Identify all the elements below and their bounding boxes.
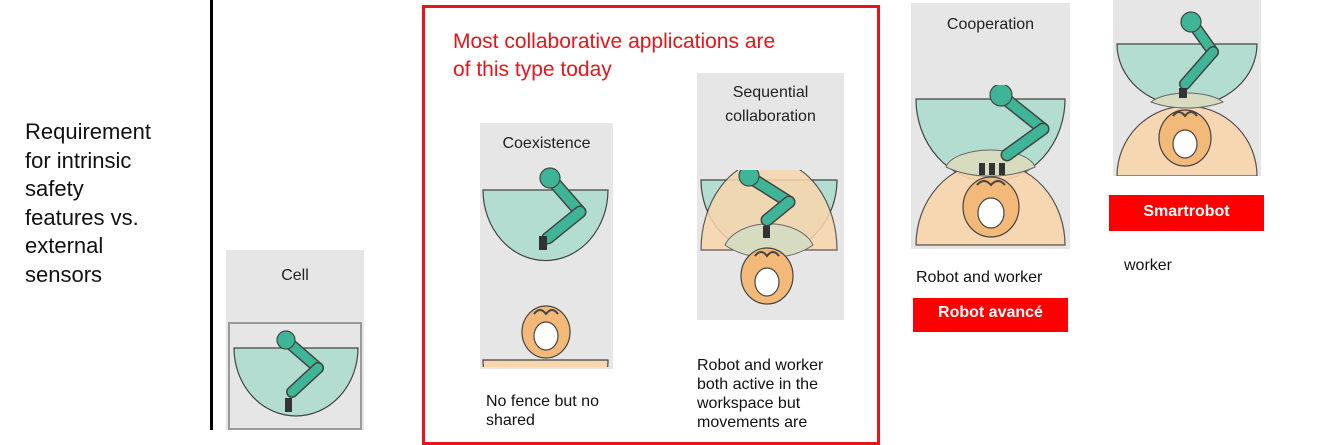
requirement-line: safety (25, 176, 84, 201)
caption-line: shared (486, 412, 535, 429)
responsive-caption: worker (1124, 257, 1173, 274)
worker-hands (976, 180, 1006, 187)
caption-line: Robot and worker (697, 357, 824, 374)
requirement-line: external (25, 233, 104, 258)
smartrobot-badge: Smartrobot (1109, 195, 1264, 231)
caption-line: workspace but (697, 395, 801, 412)
worker-head (754, 267, 780, 297)
worker-hands (1172, 111, 1198, 118)
robot-base (738, 170, 760, 187)
requirement-label: Requirement for intrinsic safety feature… (25, 118, 151, 289)
robot-gripper (999, 163, 1005, 175)
worker-zone (482, 359, 609, 367)
cell-title: Cell (281, 267, 309, 284)
robot-base (539, 167, 561, 189)
requirement-line: features vs. (25, 204, 139, 230)
robot-gripper (539, 236, 547, 250)
sequential-title-line: collaboration (725, 108, 816, 125)
robot-avance-badge: Robot avancé (913, 298, 1068, 332)
robot-arm-lower (543, 207, 585, 243)
worker-head (533, 321, 559, 351)
cooperation-title: Cooperation (946, 16, 1035, 33)
sequential-caption: Robot and worker both active in the work… (697, 356, 823, 432)
worker-head (977, 197, 1005, 229)
robot-arm-lower (1002, 124, 1048, 160)
robot-gripper (285, 398, 292, 412)
robot-gripper (763, 226, 770, 238)
requirement-line: Requirement (25, 119, 151, 144)
cell-fence (228, 322, 362, 430)
caption-line: both active in the (697, 376, 818, 393)
highlight-note-line: of this type today (453, 58, 612, 81)
worker-hands (533, 309, 559, 316)
shared-zone (1150, 92, 1224, 109)
cell-robot-illustration (233, 330, 359, 417)
robot-base (989, 85, 1013, 107)
robot-gripper (1179, 88, 1187, 98)
robot-gripper (979, 163, 985, 175)
responsive-illustration (1116, 11, 1258, 176)
highlight-note-line: Most collaborative applications are (453, 30, 776, 53)
cooperation-illustration (915, 85, 1066, 246)
robot-base (1180, 11, 1202, 33)
sequential-illustration (700, 170, 838, 305)
requirement-line: for intrinsic (25, 147, 132, 173)
coexistence-caption: No fence but no shared (486, 392, 599, 430)
robot-base (276, 330, 296, 350)
worker-head (1172, 129, 1198, 159)
worker-hands (754, 251, 780, 258)
robot-arm-lower (287, 363, 323, 397)
cooperation-caption: Robot and worker (916, 269, 1043, 286)
robot-arm-lower (1180, 47, 1218, 89)
caption-line: No fence but no (486, 393, 599, 410)
robot-arm-lower (762, 197, 794, 225)
coexistence-title: Coexistence (502, 135, 591, 152)
vertical-axis-line (210, 0, 213, 430)
highlight-note: Most collaborative applications are of t… (453, 28, 775, 84)
caption-line: movements are (697, 414, 808, 431)
robot-gripper (989, 163, 995, 175)
sequential-title-line: Sequential (732, 84, 809, 101)
requirement-line: sensors (25, 261, 103, 287)
coexistence-illustration (482, 167, 609, 367)
